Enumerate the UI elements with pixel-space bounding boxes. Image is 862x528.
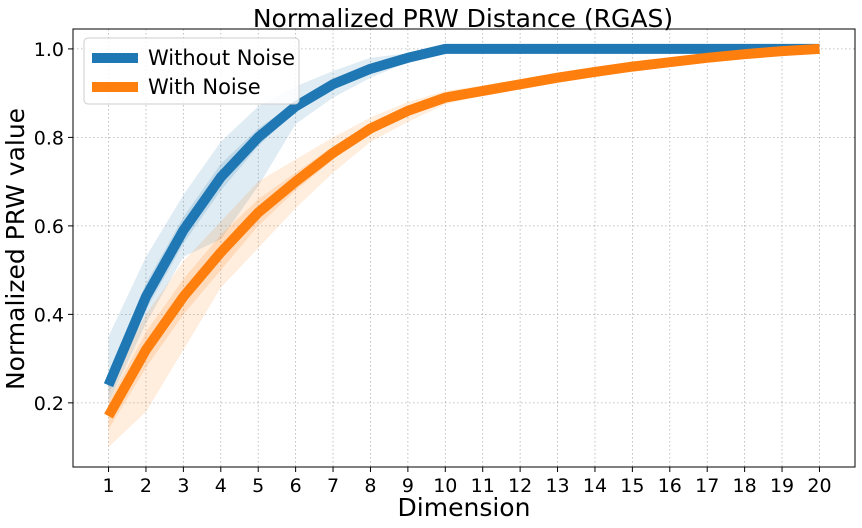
x-tick-label: 16: [658, 475, 682, 497]
y-axis-label: Normalized PRW value: [1, 108, 30, 390]
y-axis-ticks: 0.2 0.4 0.6 0.8 1.0: [34, 39, 73, 415]
x-tick-label: 13: [545, 475, 569, 497]
series-0-outer-band: [108, 48, 820, 403]
confidence-bands: [108, 48, 820, 448]
x-tick-label: 1: [102, 475, 114, 497]
x-tick-label: 2: [140, 475, 152, 497]
x-tick-label: 18: [733, 475, 757, 497]
x-tick-label: 4: [215, 475, 227, 497]
x-tick-label: 11: [471, 475, 495, 497]
x-tick-label: 19: [770, 475, 794, 497]
x-tick-label: 9: [402, 475, 414, 497]
x-tick-label: 20: [807, 475, 831, 497]
x-tick-label: 8: [364, 475, 376, 497]
y-tick-label: 0.8: [34, 127, 64, 149]
x-tick-label: 7: [327, 475, 339, 497]
x-tick-label: 10: [433, 475, 457, 497]
y-tick-label: 1.0: [34, 39, 64, 61]
series-0-line: [103, 43, 820, 388]
y-tick-label: 0.4: [34, 304, 64, 326]
x-axis-ticks: 1 2 3 4 5 6 7 8 9 10 11 12 13 14 15 16 17 18 19 20: [102, 467, 832, 497]
legend-label-0: Without Noise: [148, 46, 295, 70]
chart-title: Normalized PRW Distance (RGAS): [253, 4, 673, 33]
y-tick-label: 0.6: [34, 216, 64, 238]
x-tick-label: 14: [583, 475, 607, 497]
x-tick-label: 3: [177, 475, 189, 497]
x-axis-label: Dimension: [398, 493, 531, 522]
series-lines: [103, 43, 820, 419]
x-tick-label: 5: [252, 475, 264, 497]
y-tick-label: 0.2: [34, 393, 64, 415]
series-1-outer-band: [108, 48, 820, 448]
plot-frame: [72, 28, 856, 468]
x-tick-label: 12: [508, 475, 532, 497]
x-tick-label: 15: [620, 475, 644, 497]
series-1-line: [104, 43, 820, 419]
legend: Without Noise With Noise: [83, 37, 300, 105]
x-tick-label: 6: [290, 475, 302, 497]
x-tick-label: 17: [695, 475, 719, 497]
legend-label-1: With Noise: [148, 75, 261, 99]
